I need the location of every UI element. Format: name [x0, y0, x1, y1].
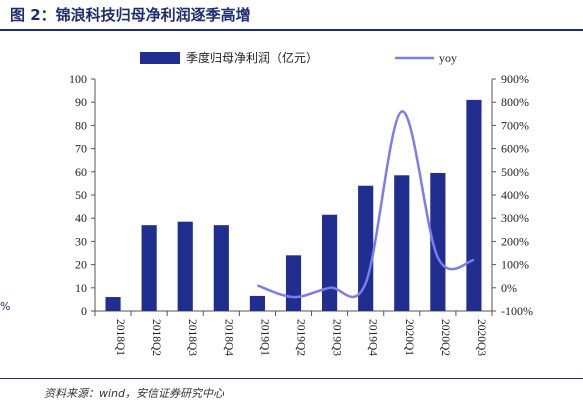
bar [394, 175, 410, 311]
x-tick-label: 2018Q3 [186, 319, 198, 356]
x-tick-label: 2020Q2 [439, 319, 451, 356]
right-tick-label: 300% [501, 211, 529, 225]
right-tick-label: 0% [501, 281, 517, 295]
left-tick-label: 60 [75, 165, 87, 179]
x-tick-label: 2019Q1 [258, 319, 270, 356]
left-tick-label: 0 [81, 304, 87, 318]
left-tick-label: 40 [75, 211, 87, 225]
bar [141, 225, 157, 311]
x-tick-label: 2019Q3 [331, 319, 343, 356]
left-tick-label: 30 [75, 234, 87, 248]
bar [322, 214, 338, 311]
source-note: 资料来源：wind，安信证券研究中心 [44, 387, 225, 400]
x-tick-label: 2019Q4 [367, 319, 379, 356]
right-tick-label: 900% [501, 72, 529, 86]
bar [285, 255, 302, 311]
bar-series [105, 99, 482, 311]
figure-title: 图 2：锦浪科技归母净利润逐季高增 [10, 6, 251, 24]
tick-labels: 0 10 20 30 40 50 60 70 80 90 100 -100% 0% 100% 200% 300… [69, 72, 533, 356]
bar [430, 172, 446, 311]
x-tick-label: 2019Q2 [295, 319, 307, 356]
right-tick-label: 100% [501, 258, 529, 272]
right-tick-label: 500% [501, 165, 529, 179]
bar [249, 295, 265, 311]
left-tick-label: 90 [75, 95, 87, 109]
bar [177, 221, 193, 311]
x-tick-label: 2018Q4 [222, 319, 234, 356]
right-tick-label: 800% [501, 95, 529, 109]
x-tick-label: 2018Q2 [150, 319, 162, 356]
bar [466, 99, 482, 311]
legend-line-label: yoy [439, 51, 457, 65]
bar [213, 225, 229, 311]
left-tick-label: 20 [75, 258, 87, 272]
right-tick-label: -100% [501, 304, 533, 318]
bottom-rule [0, 378, 583, 379]
left-edge-percent-mark: % [0, 300, 11, 313]
right-tick-label: 700% [501, 118, 529, 132]
yoy-line [256, 110, 475, 299]
x-tick-label: 2020Q1 [403, 319, 415, 356]
legend-bar-label: 季度归母净利润（亿元） [186, 50, 318, 65]
x-tick-label: 2020Q3 [475, 319, 487, 356]
right-tick-label: 600% [501, 142, 529, 156]
left-tick-label: 50 [75, 188, 87, 202]
x-tick-label: 2018Q1 [114, 319, 126, 356]
title-rule [0, 29, 583, 31]
left-tick-label: 70 [75, 142, 87, 156]
right-tick-label: 200% [501, 234, 529, 248]
yoy-series [256, 110, 475, 299]
left-tick-label: 100 [69, 72, 87, 86]
left-tick-label: 80 [75, 118, 87, 132]
legend: 季度归母净利润（亿元） yoy [140, 50, 457, 65]
right-tick-label: 400% [501, 188, 529, 202]
bar [358, 185, 374, 311]
legend-bar-swatch [140, 52, 180, 64]
left-tick-label: 10 [75, 281, 87, 295]
bar [105, 297, 121, 311]
